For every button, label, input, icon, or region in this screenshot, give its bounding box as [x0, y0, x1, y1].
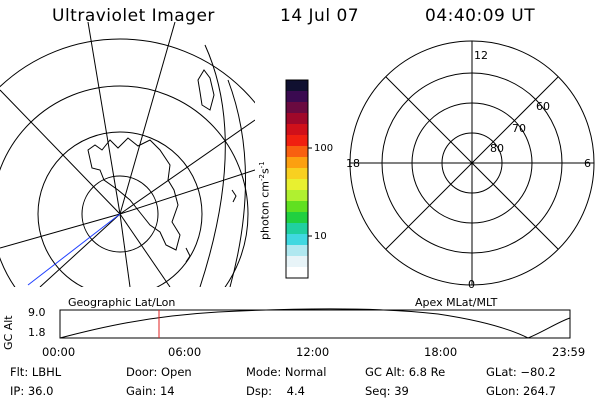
- mlat-label-60: 60: [536, 100, 550, 113]
- altitude-orbit-plot: [59, 308, 571, 339]
- polar-diagonal: [385, 76, 559, 250]
- colorbar-cell: [286, 146, 308, 158]
- info-flt: Flt: LBHL: [10, 365, 62, 379]
- mlt-label-6: 6: [584, 157, 591, 170]
- meridian-line: [87, 22, 121, 215]
- coastline: [87, 137, 181, 251]
- coastline: [185, 247, 191, 263]
- colorbar-tick-10: 10: [314, 231, 327, 242]
- time-tick-2359: 23:59: [552, 345, 586, 359]
- mlt-label-0: 0: [468, 278, 475, 290]
- info-mode: Mode: Normal: [246, 365, 327, 379]
- info-dsp: Dsp: 4.4: [246, 384, 305, 398]
- altitude-tick-max: 9.0: [28, 306, 46, 319]
- lat-circle: [81, 175, 159, 253]
- altitude-tick-min: 1.8: [28, 326, 46, 339]
- date-label: 14 Jul 07: [280, 6, 360, 26]
- time-tick-0600: 06:00: [168, 345, 202, 359]
- coastline: [197, 69, 215, 111]
- time-tick-1200: 12:00: [296, 345, 330, 359]
- left-panel-caption: Geographic Lat/Lon: [68, 296, 176, 309]
- colorbar-cell: [286, 124, 308, 136]
- info-seq: Seq: 39: [365, 384, 409, 398]
- color-scale-bar: 100 10: [285, 79, 333, 279]
- colorbar-cell: [286, 223, 308, 235]
- terminator-line: [27, 213, 121, 286]
- colorbar-cell: [286, 256, 308, 268]
- time-tick-1800: 18:00: [424, 345, 458, 359]
- colorbar-cell: [286, 168, 308, 180]
- info-gc-alt: GC Alt: 6.8 Re: [365, 365, 446, 379]
- meridian-line: [119, 22, 176, 215]
- limb-arc: [227, 79, 246, 287]
- time-label: 04:40:09 UT: [425, 6, 536, 26]
- colorbar-cell: [286, 113, 308, 125]
- info-door: Door: Open: [126, 365, 192, 379]
- colorbar-cell: [286, 102, 308, 114]
- colorbar-cell: [286, 234, 308, 246]
- right-panel-caption: Apex MLat/MLT: [415, 296, 498, 309]
- mlat-label-80: 80: [490, 142, 504, 155]
- colorbar-cell: [286, 212, 308, 224]
- time-tick-0000: 00:00: [42, 345, 76, 359]
- geographic-map: [0, 22, 255, 287]
- mlt-label-12: 12: [474, 49, 488, 62]
- lat-circle: [0, 38, 255, 104]
- colorbar-cell: [286, 157, 308, 169]
- meridian-line: [119, 213, 131, 287]
- polar-grid-plot: 12 18 6 0 60 70 80: [346, 40, 595, 290]
- coastline: [231, 189, 237, 203]
- meridian-line: [119, 169, 255, 215]
- mlt-label-18: 18: [346, 157, 360, 170]
- colorbar-cell: [286, 267, 308, 279]
- meridian-line: [0, 89, 121, 215]
- altitude-curve: [59, 308, 571, 339]
- meridian-line: [119, 119, 255, 215]
- colorbar-cell: [286, 91, 308, 103]
- colorbar-cell: [286, 80, 308, 92]
- meridian-line: [0, 213, 121, 249]
- colorbar-cell: [286, 190, 308, 202]
- mlat-label-70: 70: [512, 122, 526, 135]
- lat-circle: [37, 131, 203, 287]
- lat-circle: [0, 85, 249, 287]
- info-gain: Gain: 14: [126, 384, 175, 398]
- colorbar-units-label: photon cm-2s-1: [258, 161, 272, 240]
- info-glon: GLon: 264.7: [486, 384, 556, 398]
- info-ip: IP: 36.0: [10, 384, 54, 398]
- altitude-axis-label: GC Alt: [2, 315, 15, 350]
- meridian-line: [39, 213, 121, 287]
- colorbar-cell: [286, 245, 308, 257]
- colorbar-cell: [286, 201, 308, 213]
- colorbar-tick-100: 100: [314, 143, 333, 154]
- instrument-title: Ultraviolet Imager: [52, 6, 215, 26]
- colorbar-cell: [286, 179, 308, 191]
- info-glat: GLat: −80.2: [486, 365, 556, 379]
- colorbar-cell: [286, 135, 308, 147]
- limb-arc: [199, 44, 226, 287]
- meridian-line: [119, 213, 171, 287]
